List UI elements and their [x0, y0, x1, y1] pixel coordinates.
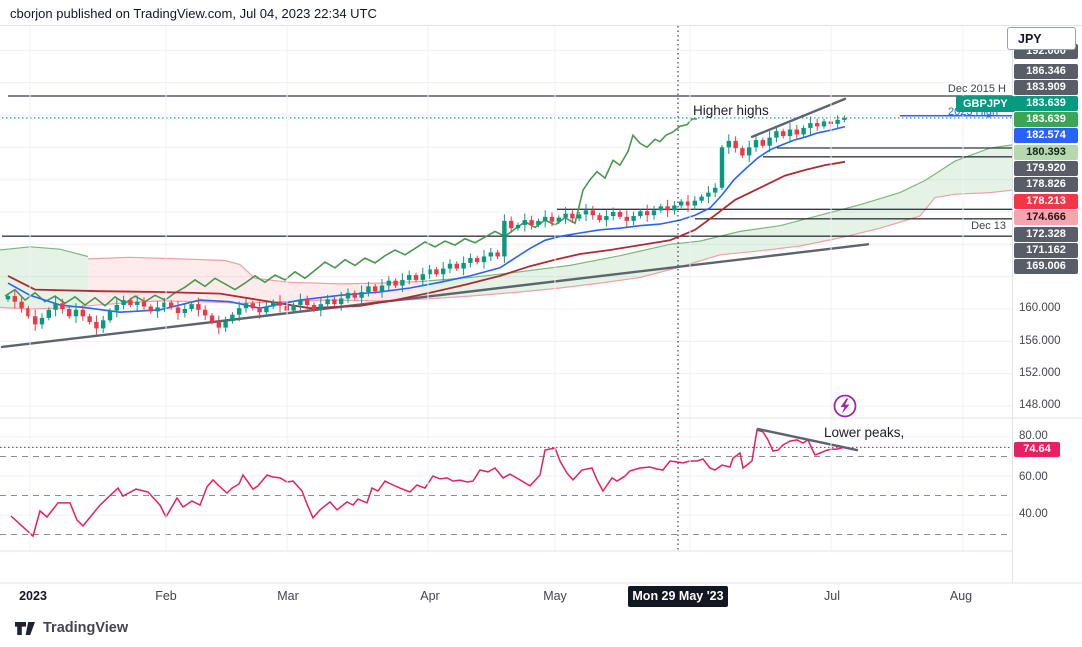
- price-tick-label: 152.000: [1019, 367, 1061, 379]
- time-axis-label: Mar: [277, 589, 299, 603]
- price-scale-label: 172.328: [1014, 227, 1078, 242]
- kijun-sen: [7, 160, 846, 310]
- price-scale-label: 183.909: [1014, 80, 1078, 95]
- lightning-icon[interactable]: [833, 394, 857, 418]
- rsi-line: [10, 429, 844, 538]
- price-scale-label: 183.639: [1014, 96, 1078, 111]
- price-scale-label: 180.393: [1014, 145, 1078, 160]
- symbol-price-label: GBPJPY: [956, 96, 1015, 112]
- tradingview-logo[interactable]: TradingView: [14, 620, 128, 636]
- price-scale-label: 179.920: [1014, 161, 1078, 176]
- price-scale-label: 178.826: [1014, 177, 1078, 192]
- time-axis-label: Aug: [949, 589, 973, 603]
- rsi-tick-label: 80.00: [1019, 430, 1048, 442]
- ichimoku-cloud: [88, 257, 420, 306]
- published-attribution: cborjon published on TradingView.com, Ju…: [10, 6, 377, 21]
- time-axis-label: May: [543, 589, 567, 603]
- trendline-rsi-lower-peaks: [756, 427, 859, 452]
- crosshair-date-badge: Mon 29 May '23: [628, 586, 728, 607]
- tradingview-logo-text: TradingView: [43, 620, 129, 636]
- main-pane: [0, 49, 1012, 407]
- annotation-higher-highs: Higher highs: [693, 103, 769, 118]
- price-scale-label: 186.346: [1014, 64, 1078, 79]
- annotation-dec-2015-high: Dec 2015 H: [947, 83, 1006, 95]
- price-scale-label: 169.006: [1014, 259, 1078, 274]
- time-axis-label: Jul: [824, 589, 840, 603]
- annotation-dec-13: Dec 13: [971, 220, 1006, 232]
- ichimoku-cloud: [420, 144, 1012, 300]
- ichimoku-cloud: [0, 246, 88, 309]
- tradingview-logo-icon: [15, 621, 35, 635]
- price-scale-label: 183.639: [1014, 112, 1078, 127]
- annotation-lower-peaks: Lower peaks,: [824, 425, 905, 440]
- price-scale-label: 178.213: [1014, 194, 1078, 209]
- price-scale-label: 171.162: [1014, 243, 1078, 258]
- trendline-rising-support: [0, 243, 870, 349]
- price-tick-label: 156.000: [1019, 335, 1061, 347]
- time-axis-label: Apr: [420, 589, 440, 603]
- candles: [5, 114, 847, 335]
- rsi-tick-label: 60.00: [1019, 471, 1048, 483]
- price-scale-label: 174.666: [1014, 210, 1078, 225]
- price-scale-label: 182.574: [1014, 128, 1078, 143]
- time-axis-label: 2023: [19, 589, 47, 603]
- rsi-value-label: 74.64: [1014, 442, 1060, 457]
- rsi-tick-label: 40.00: [1019, 508, 1048, 520]
- currency-unit-button[interactable]: JPY: [1007, 27, 1076, 50]
- time-axis-label: Feb: [155, 589, 177, 603]
- price-tick-label: 148.000: [1019, 399, 1061, 411]
- rsi-pane: [0, 427, 1012, 538]
- price-tick-label: 160.000: [1019, 302, 1061, 314]
- tenkan-sen: [7, 125, 846, 314]
